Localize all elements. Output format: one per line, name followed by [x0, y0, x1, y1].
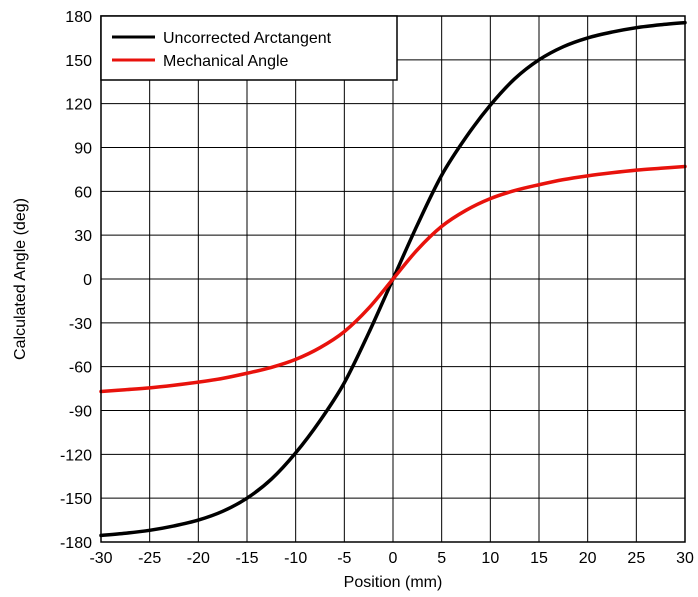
- series-layer: [99, 20, 687, 538]
- y-tick-label: 30: [74, 228, 92, 245]
- legend-label-uncorrected-arctangent: Uncorrected Arctangent: [163, 30, 332, 47]
- y-tick-label: -180: [60, 535, 92, 552]
- legend-label-mechanical-angle: Mechanical Angle: [163, 53, 289, 70]
- y-tick-label: 60: [74, 184, 92, 201]
- x-tick-label: 20: [579, 550, 597, 567]
- y-tick-label: 150: [65, 53, 92, 70]
- y-tick-label: -30: [69, 316, 92, 333]
- y-axis-title: Calculated Angle (deg): [12, 198, 29, 360]
- y-tick-label: -90: [69, 404, 92, 421]
- x-tick-label: -15: [235, 550, 258, 567]
- x-tick-label: -30: [89, 550, 112, 567]
- legend: Uncorrected Arctangent Mechanical Angle: [100, 15, 398, 81]
- series-line-mechanical-angle: [99, 164, 687, 394]
- x-tick-label: 15: [530, 550, 548, 567]
- x-tick-label: -25: [138, 550, 161, 567]
- y-tick-label: -120: [60, 447, 92, 464]
- x-tick-label: -20: [187, 550, 210, 567]
- x-axis-title: Position (mm): [344, 574, 443, 591]
- x-tick-label: -5: [337, 550, 351, 567]
- y-tick-label: 120: [65, 97, 92, 114]
- x-tick-label: 25: [627, 550, 645, 567]
- x-tick-label: -10: [284, 550, 307, 567]
- x-tick-label: 0: [389, 550, 398, 567]
- y-tick-label: -60: [69, 360, 92, 377]
- y-tick-label: 180: [65, 9, 92, 26]
- x-tick-label: 5: [437, 550, 446, 567]
- y-tick-label: 0: [83, 272, 92, 289]
- legend-box: [100, 15, 398, 81]
- x-tick-label: 30: [676, 550, 694, 567]
- x-tick-labels: -30 -25 -20 -15 -10 -5 0 5 10 15 20 25 30: [89, 550, 694, 567]
- y-tick-label: -150: [60, 491, 92, 508]
- y-tick-labels: -180 -150 -120 -90 -60 -30 0 30 60 90 120 150 180: [60, 9, 92, 552]
- x-tick-label: 10: [481, 550, 499, 567]
- y-tick-label: 90: [74, 141, 92, 158]
